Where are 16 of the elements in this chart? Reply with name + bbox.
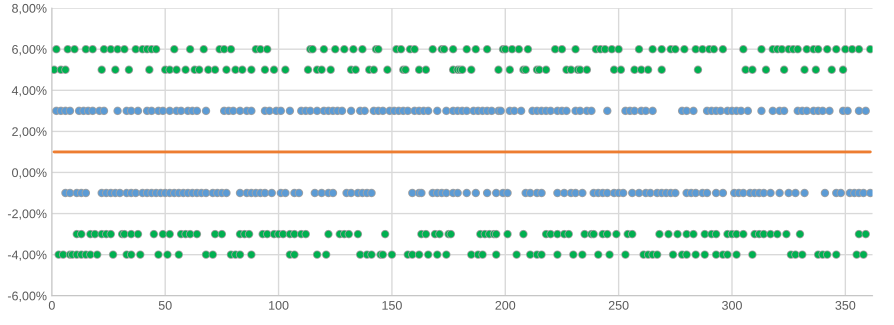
x-tick-label: 100 <box>269 300 288 310</box>
x-tick-label: 50 <box>158 300 172 310</box>
x-tick-label: 150 <box>382 300 402 310</box>
y-tick-label: 0,00% <box>12 168 47 179</box>
y-tick-label: 6,00% <box>12 45 47 56</box>
x-tick-label: 0 <box>48 300 55 310</box>
y-tick-label: -6,00% <box>8 292 47 302</box>
y-tick-label: -4,00% <box>8 250 47 261</box>
y-tick-label: 8,00% <box>12 4 47 14</box>
y-tick-label: 2,00% <box>12 127 47 138</box>
x-tick-label: 200 <box>495 300 516 310</box>
y-tick-label: -2,00% <box>8 209 47 220</box>
x-tick-label: 350 <box>835 300 856 310</box>
x-tick-label: 300 <box>722 300 742 310</box>
x-tick-label: 250 <box>608 300 629 310</box>
y-tick-label: 4,00% <box>12 86 47 96</box>
